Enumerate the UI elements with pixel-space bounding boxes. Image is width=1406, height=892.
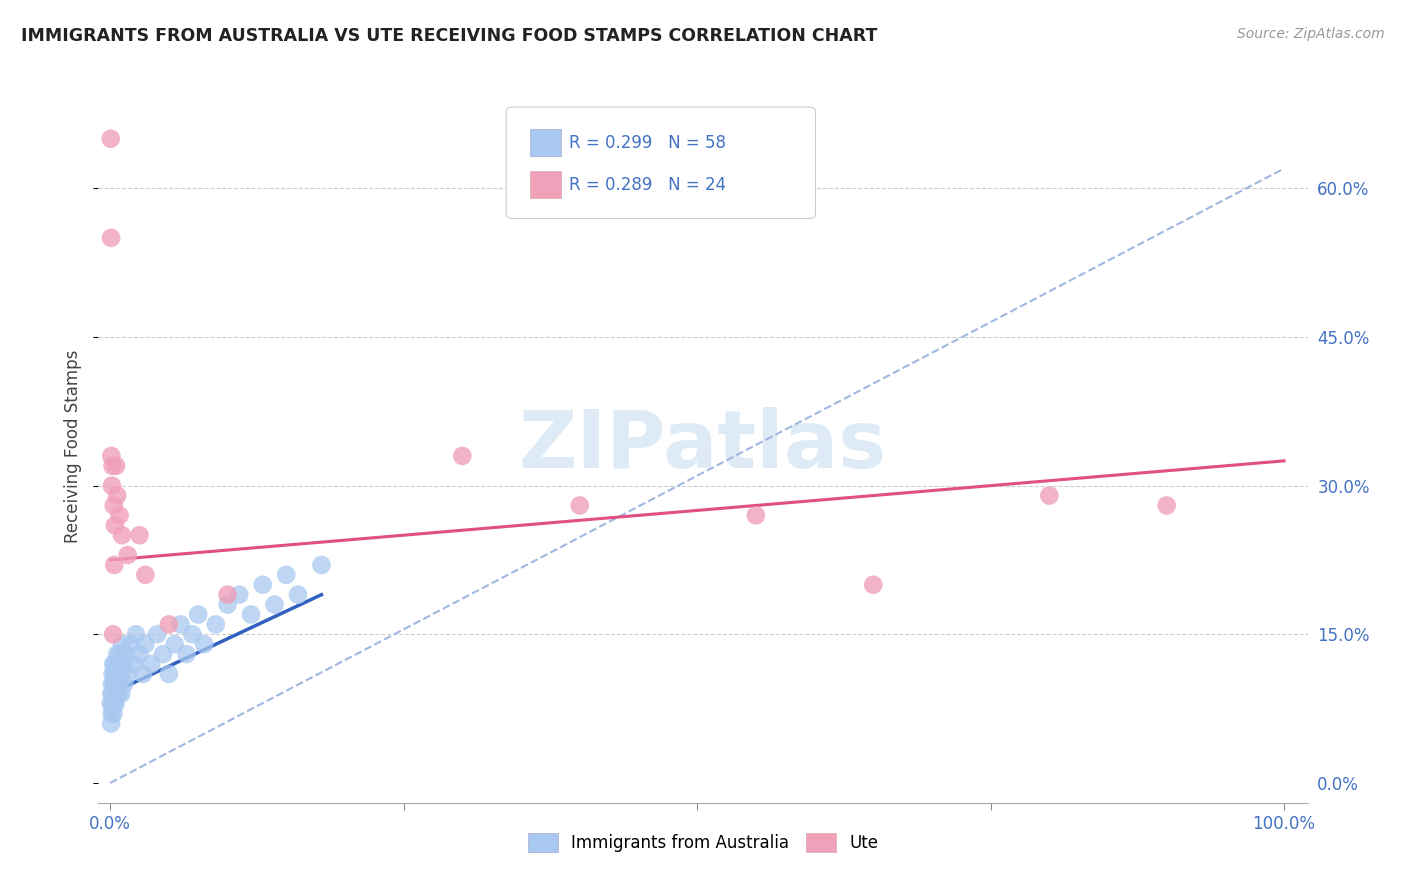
Point (105, 677, 128, 691)
Point (240, 607, 263, 622)
Point (176, 647, 198, 661)
Point (108, 647, 131, 661)
Point (105, 489, 128, 503)
Point (862, 578, 884, 592)
Point (157, 667, 180, 681)
Point (134, 637, 156, 651)
Point (103, 697, 125, 711)
Point (112, 657, 135, 671)
Point (568, 499, 591, 513)
Point (100, 132, 122, 146)
Point (104, 697, 127, 711)
Point (134, 567, 156, 582)
Point (103, 706, 125, 721)
Point (228, 588, 250, 602)
Point (263, 598, 285, 612)
Point (103, 667, 125, 681)
Point (128, 528, 150, 542)
Point (157, 617, 180, 632)
Point (125, 627, 148, 641)
Point (100, 706, 122, 721)
Point (132, 667, 155, 681)
Point (105, 687, 128, 701)
Point (287, 588, 309, 602)
Point (104, 657, 127, 671)
Point (104, 518, 127, 533)
Point (311, 558, 333, 572)
Text: ZIPatlas: ZIPatlas (519, 407, 887, 485)
Y-axis label: Receiving Food Stamps: Receiving Food Stamps (65, 350, 83, 542)
Point (217, 598, 239, 612)
Point (101, 667, 124, 681)
Legend: Immigrants from Australia, Ute: Immigrants from Australia, Ute (522, 826, 884, 859)
Point (217, 588, 239, 602)
Point (101, 478, 124, 492)
Point (193, 637, 215, 651)
Point (1038, 489, 1060, 503)
Point (101, 458, 124, 473)
Point (105, 458, 128, 473)
Point (163, 637, 186, 651)
Point (276, 567, 298, 582)
Point (141, 657, 163, 671)
Point (104, 677, 127, 691)
Point (101, 627, 124, 641)
Point (128, 647, 150, 661)
Point (101, 687, 124, 701)
Point (108, 657, 131, 671)
Point (103, 558, 125, 572)
Point (112, 677, 135, 691)
Point (181, 627, 204, 641)
Point (204, 617, 226, 632)
Point (100, 231, 122, 245)
Point (117, 548, 139, 562)
Point (104, 667, 127, 681)
Point (101, 677, 124, 691)
Point (110, 687, 132, 701)
Point (252, 578, 274, 592)
Point (100, 697, 122, 711)
Point (100, 716, 122, 731)
Text: R = 0.289   N = 24: R = 0.289 N = 24 (569, 176, 727, 194)
Point (152, 647, 174, 661)
Point (108, 677, 131, 691)
Text: IMMIGRANTS FROM AUSTRALIA VS UTE RECEIVING FOOD STAMPS CORRELATION CHART: IMMIGRANTS FROM AUSTRALIA VS UTE RECEIVI… (21, 27, 877, 45)
Point (104, 687, 127, 701)
Point (103, 677, 125, 691)
Point (100, 687, 122, 701)
Point (103, 499, 125, 513)
Point (169, 617, 191, 632)
Point (111, 637, 134, 651)
Point (110, 667, 132, 681)
Point (117, 667, 139, 681)
Point (146, 627, 169, 641)
Point (120, 637, 142, 651)
Point (101, 697, 124, 711)
Point (451, 449, 474, 463)
Point (745, 508, 768, 523)
Point (114, 647, 136, 661)
Text: Source: ZipAtlas.com: Source: ZipAtlas.com (1237, 27, 1385, 41)
Point (111, 528, 134, 542)
Point (107, 667, 129, 681)
Point (122, 657, 145, 671)
Point (108, 508, 131, 523)
Point (101, 657, 124, 671)
Point (105, 647, 128, 661)
Point (100, 449, 122, 463)
Point (107, 687, 129, 701)
Text: R = 0.299   N = 58: R = 0.299 N = 58 (569, 134, 727, 152)
Point (187, 607, 209, 622)
Point (1156, 499, 1178, 513)
